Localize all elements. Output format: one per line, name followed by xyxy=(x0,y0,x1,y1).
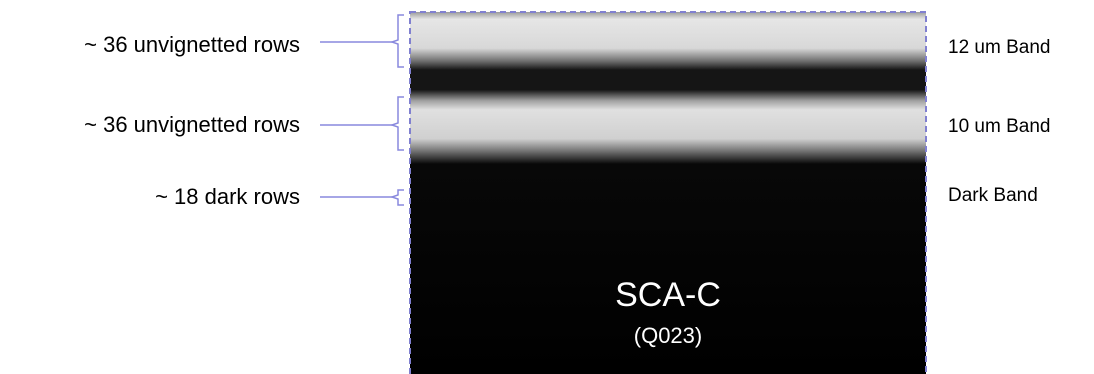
annotation: ~ 18 dark rows xyxy=(155,184,300,209)
bracket xyxy=(392,97,404,150)
annotation: ~ 36 unvignetted rows xyxy=(84,112,300,137)
detector-name: SCA-C xyxy=(615,276,721,314)
page: ~ 36 unvignetted rows ~ 36 unvignetted r… xyxy=(0,0,1094,374)
detector-id: (Q023) xyxy=(634,323,702,348)
band-label: Dark Band xyxy=(948,185,1038,206)
detector-image xyxy=(410,12,926,374)
brackets xyxy=(320,15,404,205)
band-label: 10 um Band xyxy=(948,116,1050,137)
annotation: ~ 36 unvignetted rows xyxy=(84,32,300,57)
diagram: ~ 36 unvignetted rows ~ 36 unvignetted r… xyxy=(0,0,1094,374)
bracket xyxy=(392,15,404,67)
bracket xyxy=(392,190,404,205)
band-label: 12 um Band xyxy=(948,37,1050,58)
